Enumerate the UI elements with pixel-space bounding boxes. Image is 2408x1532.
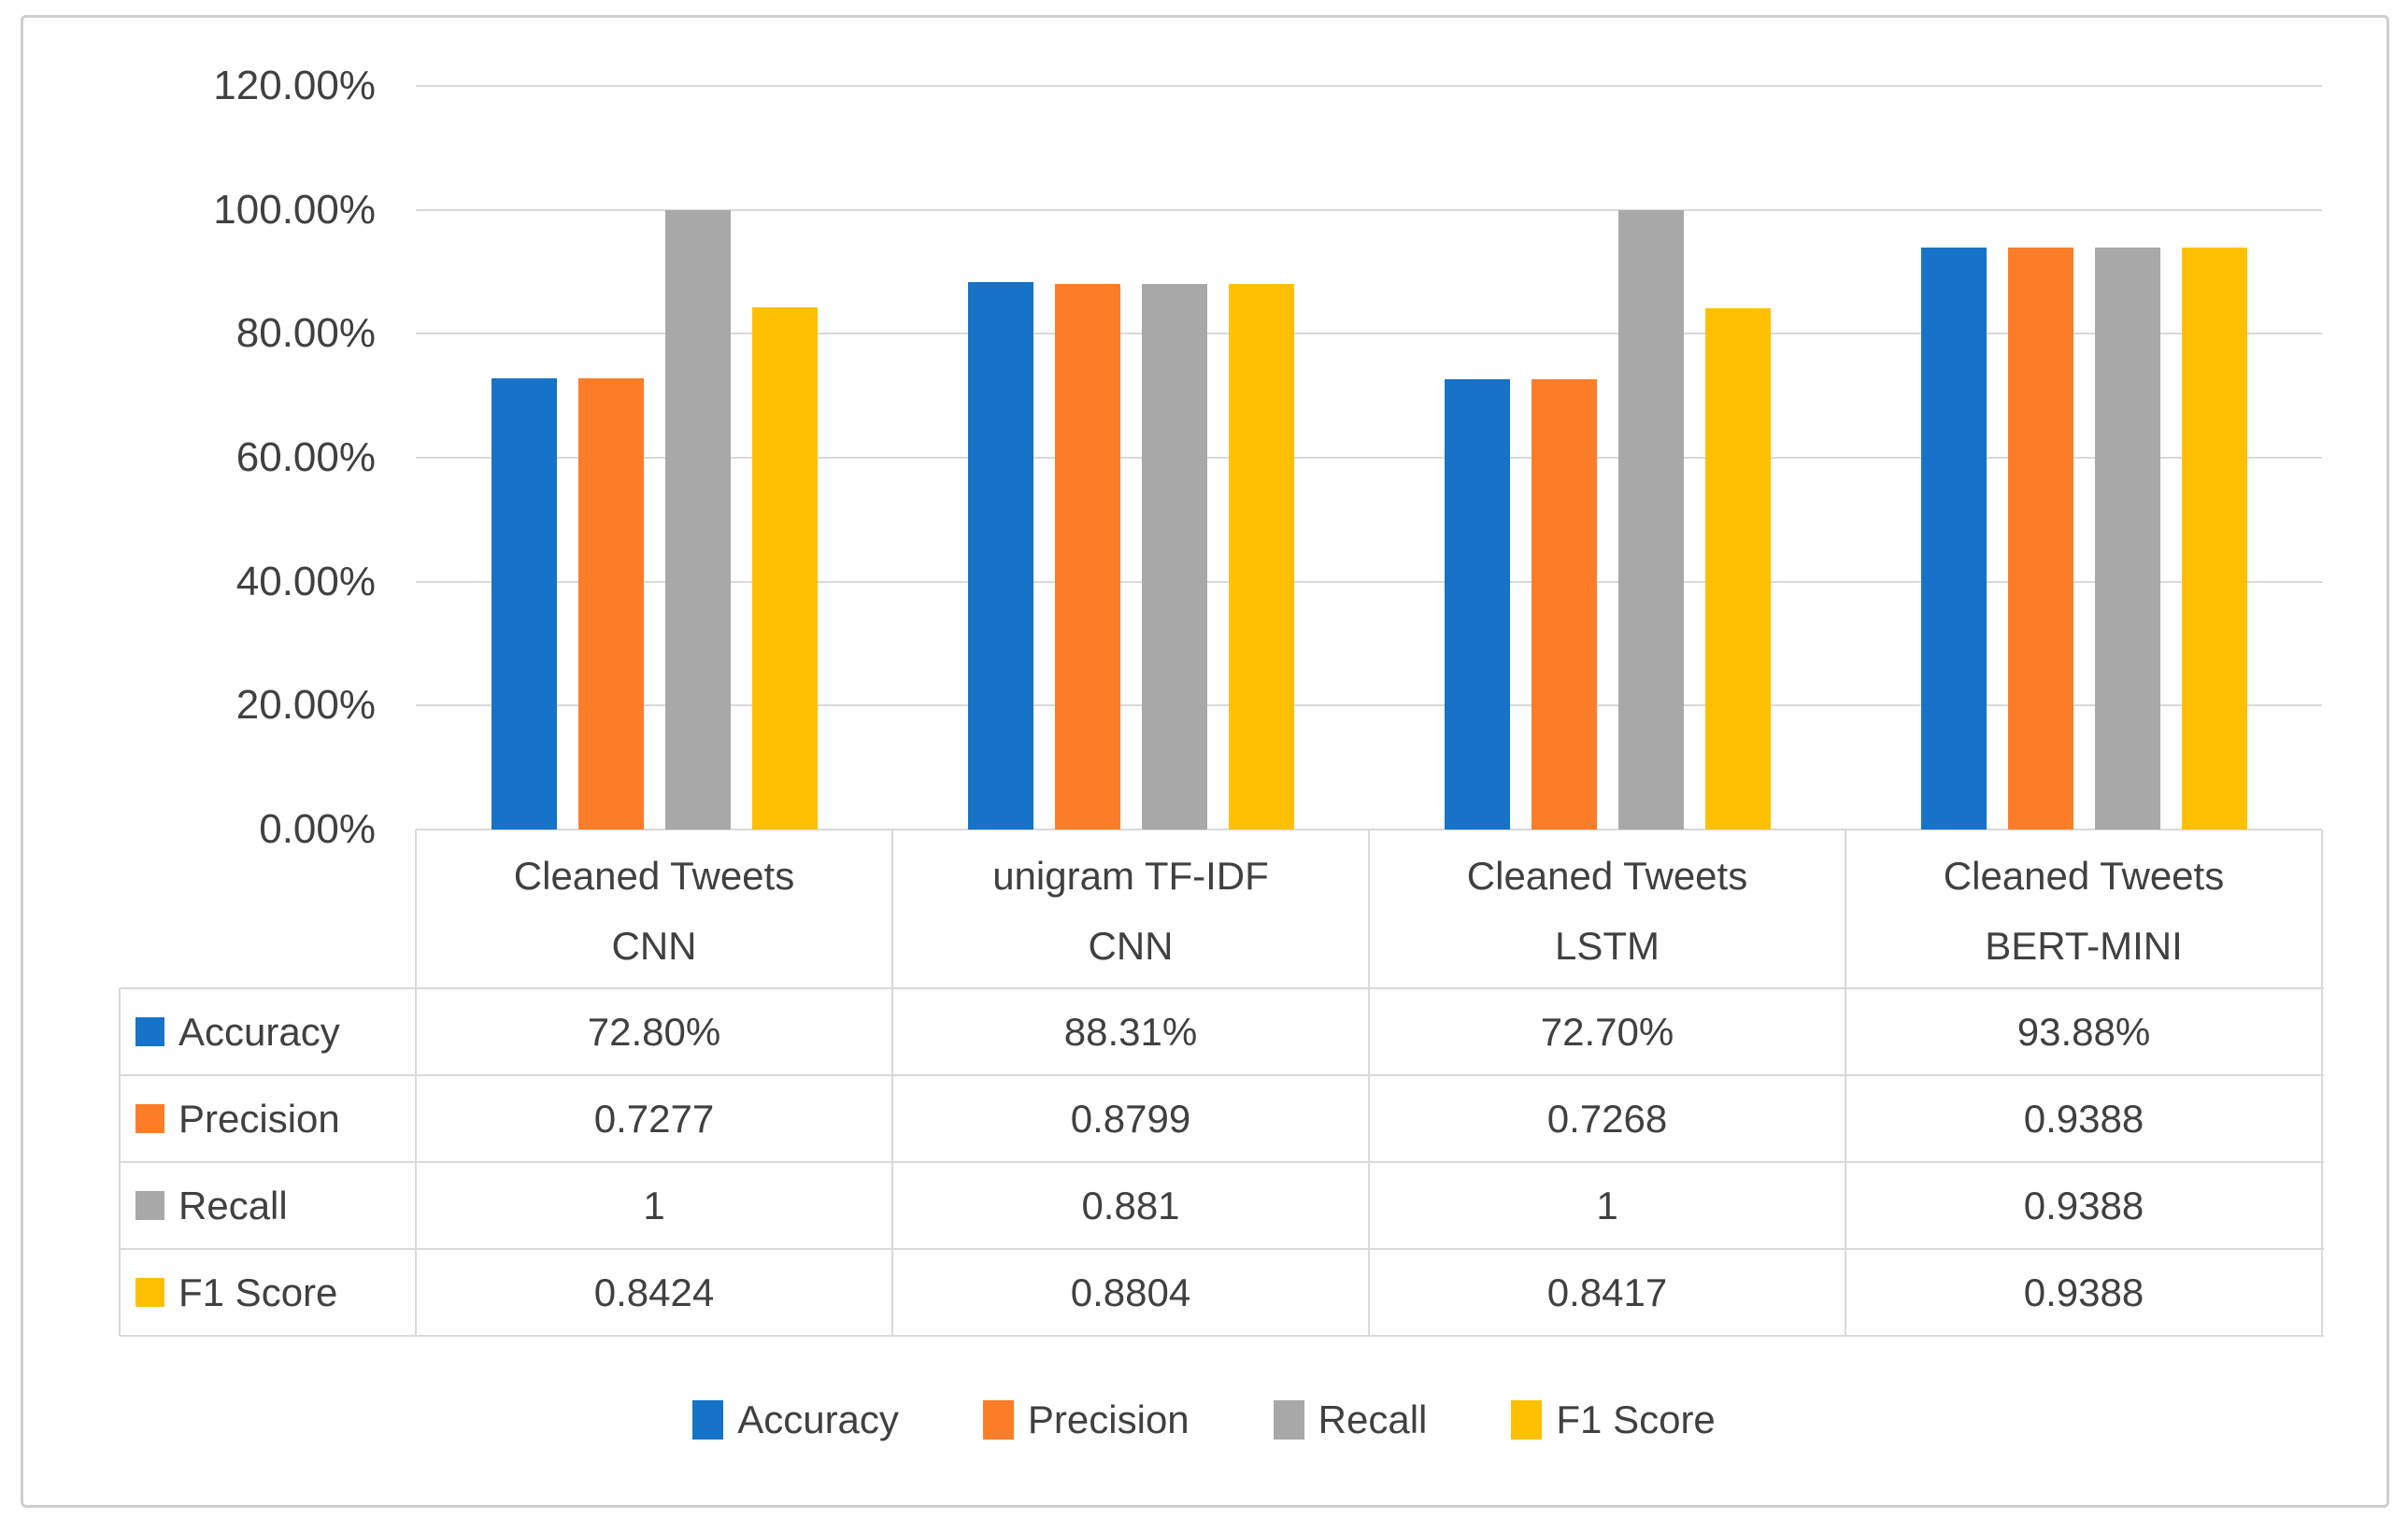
table-border-line	[120, 987, 2324, 989]
category-model-label: CNN	[1088, 923, 1174, 968]
category-dataset-label: unigram TF-IDF	[992, 853, 1269, 898]
category-model-label: BERT-MINI	[1985, 923, 2183, 968]
table-border-line	[1368, 830, 1370, 1337]
gridline	[416, 209, 2322, 211]
series-name-label: Accuracy	[178, 1009, 340, 1054]
series-name-label: Recall	[178, 1183, 288, 1227]
table-border-line	[119, 988, 121, 1336]
bar-precision-unigram-tf-idf-cnn	[1054, 284, 1120, 830]
category-dataset-label: Cleaned Tweets	[1943, 853, 2225, 898]
bar-f1-score-cleaned-tweets-bert-mini	[2181, 248, 2247, 830]
table-header-cleaned-tweets-cnn: Cleaned Tweets CNN	[416, 830, 892, 988]
table-border-line	[120, 1335, 2324, 1337]
precision-swatch-icon	[135, 1104, 164, 1133]
legend-key-accuracy: Accuracy	[120, 988, 416, 1075]
category-dataset-label: Cleaned Tweets	[1466, 853, 1748, 898]
gridline	[416, 581, 2322, 583]
legend-key-recall: Recall	[120, 1162, 416, 1249]
gridline	[416, 704, 2322, 706]
y-axis-tick-label: 20.00%	[235, 682, 376, 729]
bar-recall-unigram-tf-idf-cnn	[1141, 284, 1207, 830]
legend-key-f1-score: F1 Score	[120, 1249, 416, 1336]
table-header-unigram-tf-idf-cnn: unigram TF-IDF CNN	[892, 830, 1369, 988]
gridline	[416, 457, 2322, 459]
legend-label: Accuracy	[737, 1397, 899, 1441]
table-border-line	[415, 830, 417, 1337]
chart-legend: Accuracy Precision Recall F1 Score	[0, 1384, 2408, 1455]
table-cell-accuracy-1: 72.80%	[587, 1009, 721, 1054]
table-cell-f1-score-1: 0.8424	[593, 1270, 715, 1314]
f1-score-swatch-icon	[1511, 1400, 1543, 1440]
bar-recall-cleaned-tweets-lstm	[1617, 210, 1684, 830]
table-border-line	[120, 1074, 2324, 1076]
y-axis-tick-label: 100.00%	[213, 186, 376, 233]
legend-label: Recall	[1318, 1397, 1428, 1441]
table-cell-precision-4: 0.9388	[2023, 1096, 2144, 1141]
table-cell-accuracy-2: 88.31%	[1063, 1009, 1198, 1054]
table-cell-accuracy-3: 72.70%	[1540, 1009, 1674, 1054]
f1-score-swatch-icon	[135, 1278, 164, 1307]
series-name-label: Precision	[178, 1096, 340, 1141]
table-cell-recall-1: 1	[643, 1183, 665, 1227]
table-cell-recall-4: 0.9388	[2023, 1183, 2144, 1227]
category-dataset-label: Cleaned Tweets	[513, 853, 795, 898]
y-axis-tick-label: 0.00%	[259, 806, 376, 852]
bar-precision-cleaned-tweets-bert-mini	[2007, 248, 2073, 830]
table-cell-accuracy-4: 93.88%	[2016, 1009, 2151, 1054]
precision-swatch-icon	[982, 1400, 1014, 1440]
table-cell-recall-3: 1	[1596, 1183, 1618, 1227]
legend-label: Precision	[1027, 1397, 1190, 1441]
legend-label: F1 Score	[1556, 1397, 1716, 1441]
category-model-label: LSTM	[1554, 923, 1660, 968]
table-header-cleaned-tweets-bert-mini: Cleaned Tweets BERT-MINI	[1845, 830, 2322, 988]
table-cell-precision-3: 0.7268	[1546, 1096, 1668, 1141]
accuracy-swatch-icon	[135, 1017, 164, 1046]
legend-item-f1-score: F1 Score	[1511, 1397, 1716, 1442]
legend-item-accuracy: Accuracy	[692, 1397, 899, 1442]
table-cell-f1-score-4: 0.9388	[2023, 1270, 2144, 1314]
table-border-line	[120, 1248, 2324, 1250]
bar-accuracy-cleaned-tweets-cnn	[491, 378, 557, 830]
y-axis-tick-label: 40.00%	[235, 558, 376, 604]
table-cell-f1-score-2: 0.8804	[1070, 1270, 1191, 1314]
bar-f1-score-cleaned-tweets-lstm	[1704, 308, 1771, 830]
table-border-line	[2321, 830, 2323, 1337]
bar-f1-score-cleaned-tweets-cnn	[751, 307, 818, 830]
bar-f1-score-unigram-tf-idf-cnn	[1228, 284, 1294, 830]
recall-swatch-icon	[135, 1191, 164, 1220]
gridline	[416, 85, 2322, 87]
bar-precision-cleaned-tweets-lstm	[1531, 379, 1597, 830]
legend-item-precision: Precision	[982, 1397, 1190, 1442]
table-cell-precision-1: 0.7277	[593, 1096, 715, 1141]
bar-accuracy-cleaned-tweets-lstm	[1444, 379, 1510, 830]
table-border-line	[891, 830, 893, 1337]
table-border-line	[1845, 830, 1846, 1337]
plot-area	[416, 85, 2322, 830]
recall-swatch-icon	[1273, 1400, 1304, 1440]
bar-recall-cleaned-tweets-cnn	[664, 210, 731, 830]
table-cell-f1-score-3: 0.8417	[1546, 1270, 1668, 1314]
bar-precision-cleaned-tweets-cnn	[577, 378, 644, 830]
legend-key-precision: Precision	[120, 1075, 416, 1162]
bar-accuracy-cleaned-tweets-bert-mini	[1920, 248, 1987, 830]
bar-accuracy-unigram-tf-idf-cnn	[967, 282, 1033, 830]
series-name-label: F1 Score	[178, 1270, 338, 1314]
bar-recall-cleaned-tweets-bert-mini	[2094, 248, 2160, 830]
y-axis-tick-label: 80.00%	[235, 310, 376, 357]
table-cell-precision-2: 0.8799	[1070, 1096, 1191, 1141]
category-model-label: CNN	[611, 923, 697, 968]
legend-item-recall: Recall	[1273, 1397, 1428, 1442]
table-cell-recall-2: 0.881	[1081, 1183, 1180, 1227]
y-axis-tick-label: 120.00%	[213, 63, 376, 108]
table-border-line	[120, 1161, 2324, 1163]
y-axis-tick-label: 60.00%	[235, 434, 376, 480]
accuracy-swatch-icon	[692, 1400, 724, 1440]
gridline	[416, 333, 2322, 334]
table-header-cleaned-tweets-lstm: Cleaned Tweets LSTM	[1369, 830, 1845, 988]
